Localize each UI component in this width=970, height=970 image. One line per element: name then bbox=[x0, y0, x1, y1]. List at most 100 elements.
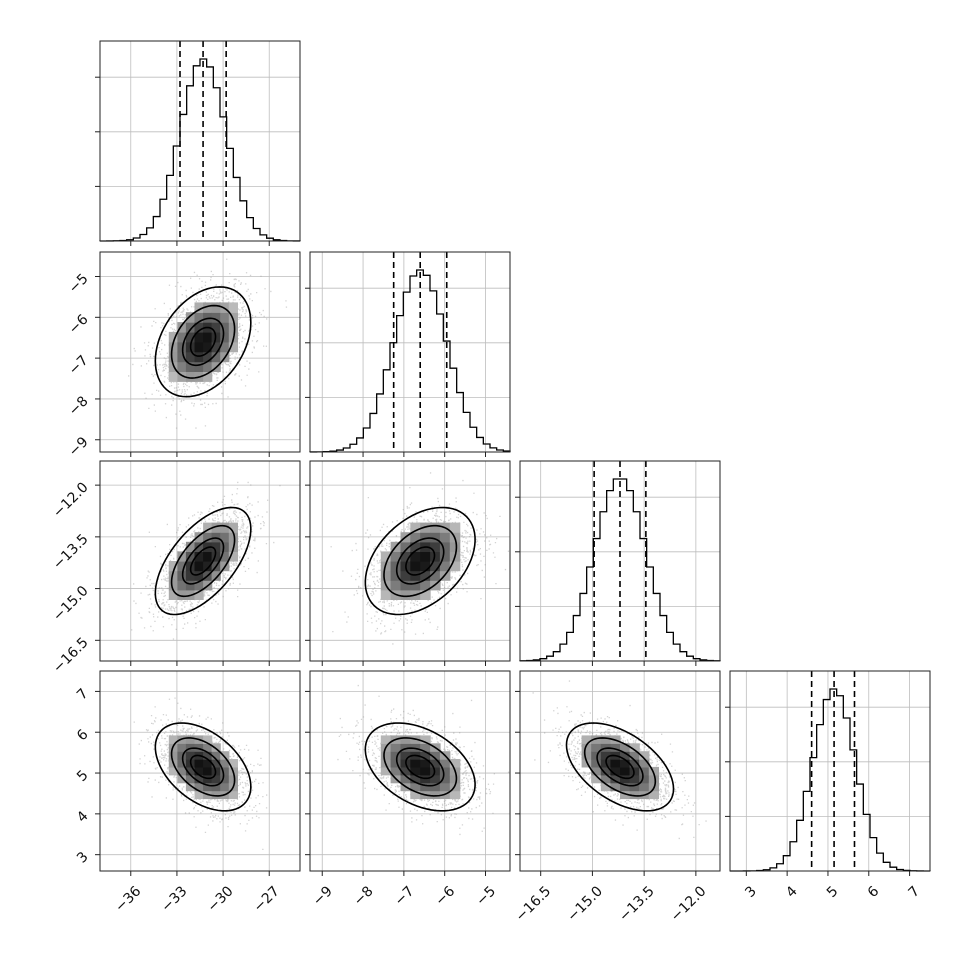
y-tick-label: −13.5 bbox=[50, 531, 92, 573]
contour-level-1 bbox=[170, 304, 236, 379]
density-cell bbox=[400, 751, 411, 760]
density-cell bbox=[639, 751, 650, 760]
density-cell bbox=[194, 570, 204, 581]
contour-level-0 bbox=[154, 286, 252, 398]
density-cell bbox=[629, 743, 640, 752]
x-tick-label: −33 bbox=[158, 883, 190, 915]
density-cell bbox=[185, 541, 196, 552]
density-cell bbox=[610, 759, 621, 768]
density-cell bbox=[591, 766, 602, 776]
contour-level-2 bbox=[181, 747, 225, 787]
density-cell bbox=[203, 561, 213, 572]
y-tick-label: −5 bbox=[66, 271, 92, 297]
density-cell bbox=[380, 570, 392, 581]
contour-level-0 bbox=[364, 722, 476, 812]
y-tick-label: 6 bbox=[74, 727, 92, 745]
panel-grid bbox=[520, 671, 720, 871]
density-cell bbox=[449, 774, 461, 784]
contour-level-3 bbox=[189, 326, 217, 357]
density-cell bbox=[177, 322, 187, 333]
density-cell bbox=[203, 341, 213, 353]
panel-grid bbox=[730, 671, 930, 871]
contour-level-0 bbox=[154, 722, 252, 812]
density-cell bbox=[203, 551, 213, 562]
contour-level-3 bbox=[405, 546, 436, 576]
density-cell bbox=[449, 561, 461, 572]
density-cell bbox=[430, 532, 441, 543]
density-cell bbox=[591, 735, 602, 744]
histogram-0 bbox=[99, 58, 301, 242]
density-cells bbox=[380, 735, 461, 800]
x-tick-label: −13.5 bbox=[616, 883, 658, 925]
density-cell bbox=[600, 751, 611, 760]
density-cell bbox=[591, 759, 602, 768]
density-cell bbox=[220, 774, 230, 784]
contour-level-3 bbox=[405, 754, 436, 780]
density-cell bbox=[629, 774, 640, 784]
panel-frame bbox=[519, 460, 721, 662]
density-cell bbox=[390, 743, 402, 752]
density-cell bbox=[430, 774, 441, 784]
density-cell bbox=[639, 766, 650, 776]
density-cell bbox=[185, 551, 196, 562]
y-tick-label: −8 bbox=[66, 393, 92, 419]
density-cell bbox=[194, 782, 204, 792]
x-tick-label: −6 bbox=[432, 883, 458, 909]
density-cell bbox=[430, 522, 441, 533]
contour-level-1 bbox=[383, 524, 458, 598]
density-cell bbox=[203, 351, 213, 363]
density-cell bbox=[185, 743, 196, 752]
contour-level-3 bbox=[189, 546, 217, 576]
density-cell bbox=[168, 351, 178, 363]
density-cell bbox=[211, 743, 221, 752]
contour-level-1 bbox=[383, 737, 458, 797]
density-cell bbox=[185, 570, 196, 581]
density-cell bbox=[203, 766, 213, 776]
density-cell bbox=[185, 331, 196, 343]
density-cell bbox=[400, 580, 411, 591]
density-cell bbox=[639, 782, 650, 792]
density-cell bbox=[439, 561, 451, 572]
density-cell bbox=[420, 580, 431, 591]
density-cell bbox=[228, 522, 238, 533]
density-cell bbox=[177, 759, 187, 768]
scatter-panel-2-1 bbox=[305, 460, 511, 666]
x-tick-label: −16.5 bbox=[513, 883, 555, 925]
y-tick-label: 4 bbox=[74, 808, 92, 826]
density-cell bbox=[439, 766, 451, 776]
density-cell bbox=[194, 532, 204, 543]
density-cell bbox=[211, 782, 221, 792]
density-cell bbox=[211, 532, 221, 543]
density-cell bbox=[629, 782, 640, 792]
contour-level-1 bbox=[583, 737, 657, 797]
y-tick-label: −16.5 bbox=[50, 635, 92, 677]
x-tick-label: 3 bbox=[742, 883, 760, 901]
density-cell bbox=[177, 561, 187, 572]
contour-level-1 bbox=[170, 737, 236, 797]
y-tick-label: −12.0 bbox=[50, 479, 92, 521]
density-cell bbox=[211, 302, 221, 313]
density-cell bbox=[228, 532, 238, 543]
density-cell bbox=[430, 541, 441, 552]
density-cell bbox=[629, 759, 640, 768]
contour-level-2 bbox=[395, 747, 445, 787]
density-cell bbox=[168, 766, 178, 776]
panel-frame bbox=[99, 460, 301, 662]
density-cell bbox=[185, 351, 196, 363]
density-cell bbox=[600, 766, 611, 776]
density-cell bbox=[430, 782, 441, 792]
density-cell bbox=[400, 551, 411, 562]
y-tick-label: 7 bbox=[74, 686, 92, 704]
density-cell bbox=[220, 331, 230, 343]
density-cell bbox=[410, 774, 421, 784]
density-cell bbox=[439, 782, 451, 792]
scatter-panel-3-2: −16.5 −15.0 −13.5 −12.0 bbox=[513, 670, 721, 925]
density-cell bbox=[410, 570, 421, 581]
density-cell bbox=[439, 774, 451, 784]
histogram-1 bbox=[309, 269, 511, 453]
contour-level-2 bbox=[181, 317, 225, 367]
density-cell bbox=[420, 551, 431, 562]
density-cell bbox=[648, 774, 659, 784]
density-cell bbox=[211, 790, 221, 800]
density-cell bbox=[168, 331, 178, 343]
